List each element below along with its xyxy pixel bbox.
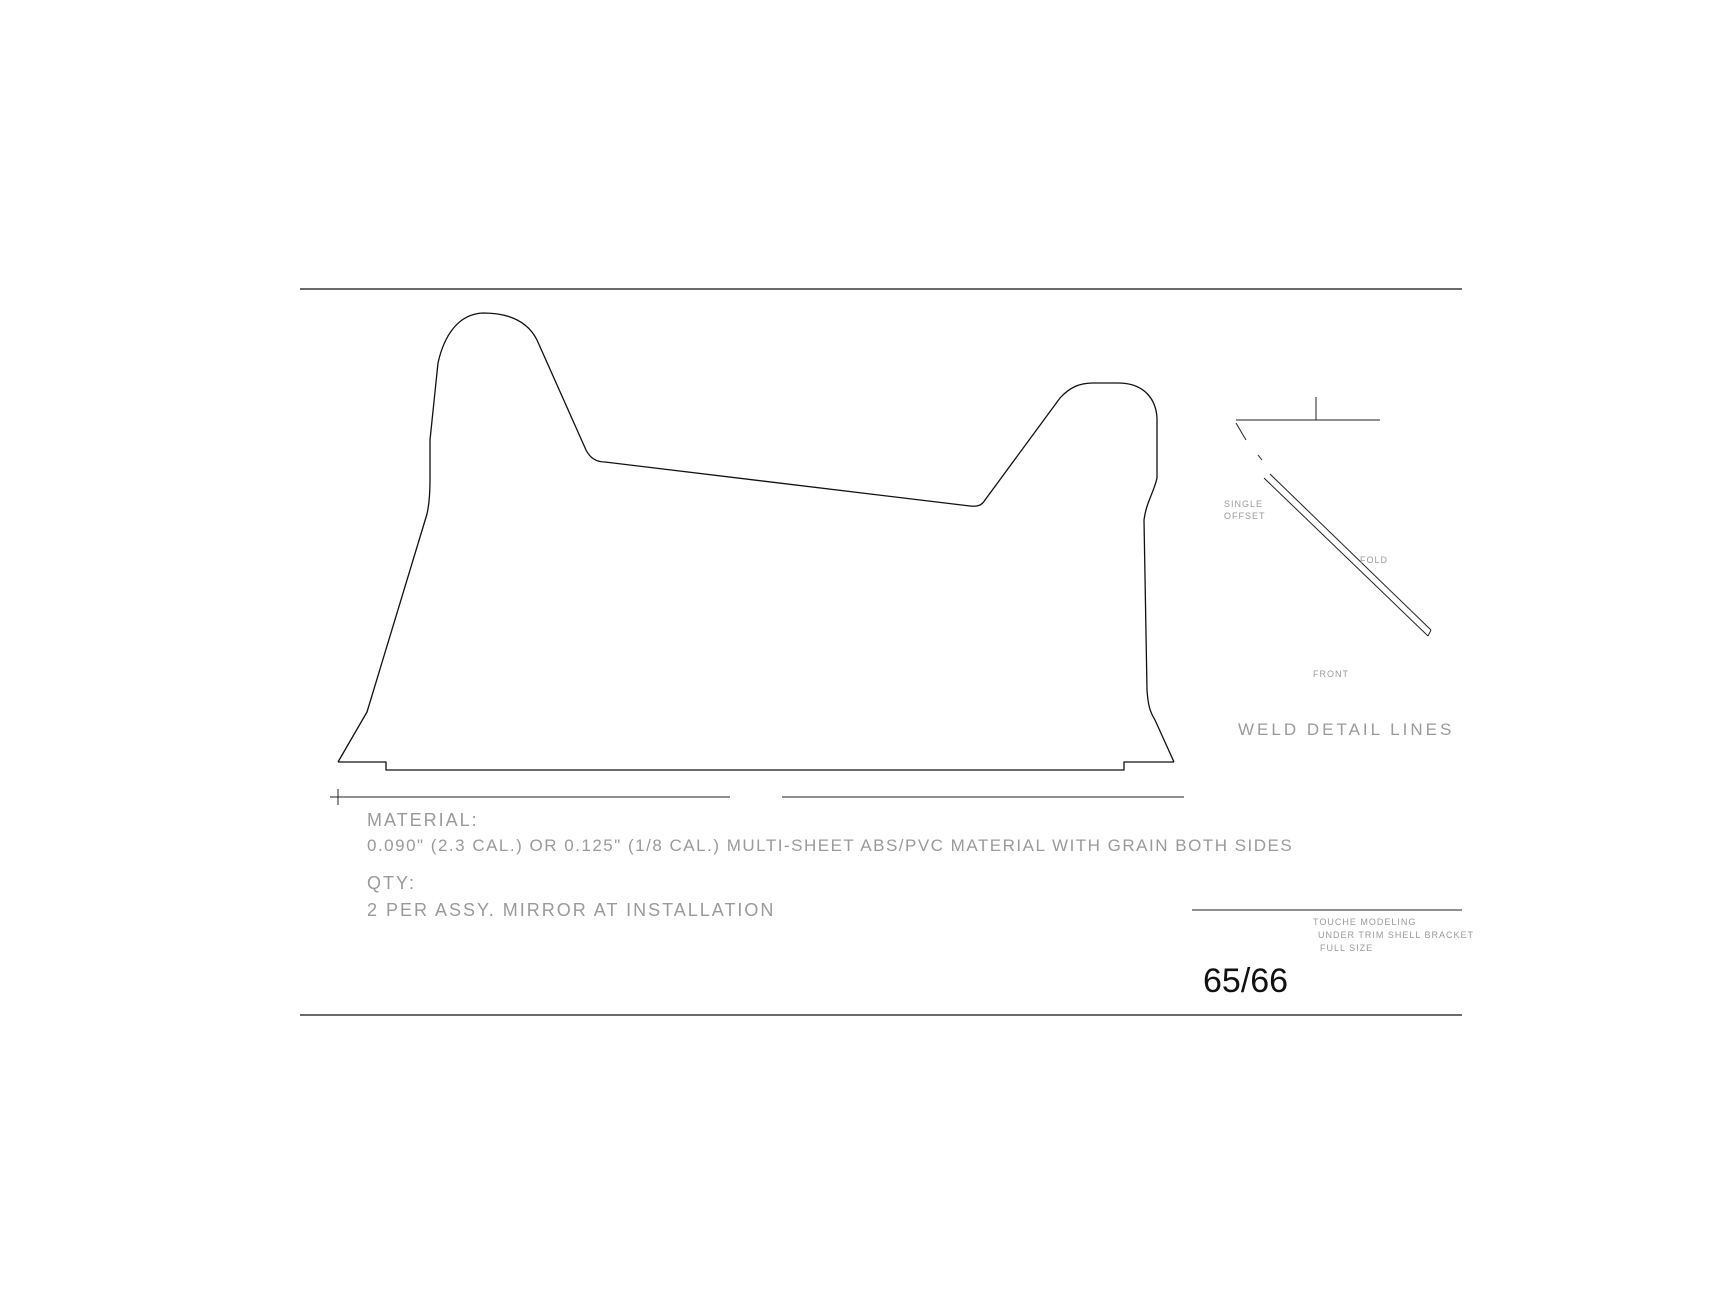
weld-detail-sketch: [1235, 397, 1432, 637]
title-block-line-3: FULL SIZE: [1320, 943, 1374, 953]
overall-dimension-line: [330, 789, 1184, 805]
detail-label-fold: FOLD: [1360, 555, 1389, 565]
material-heading: MATERIAL:: [367, 810, 479, 830]
detail-label-offset: SINGLE OFFSET: [1224, 499, 1266, 521]
page-number: 65/66: [1203, 962, 1289, 1000]
material-spec: 0.090" (2.3 CAL.) OR 0.125" (1/8 CAL.) M…: [367, 836, 1294, 855]
title-block-line-2: UNDER TRIM SHELL BRACKET: [1318, 930, 1475, 940]
quantity-heading: QTY:: [367, 873, 417, 893]
detail-title: WELD DETAIL LINES: [1238, 720, 1455, 739]
title-block-line-1: TOUCHE MODELING: [1313, 917, 1417, 927]
quantity-value: 2 PER ASSY. MIRROR AT INSTALLATION: [367, 900, 776, 920]
part-base-edge: [338, 761, 1174, 771]
detail-label-front: FRONT: [1313, 669, 1349, 679]
part-outline: [337, 312, 1175, 763]
